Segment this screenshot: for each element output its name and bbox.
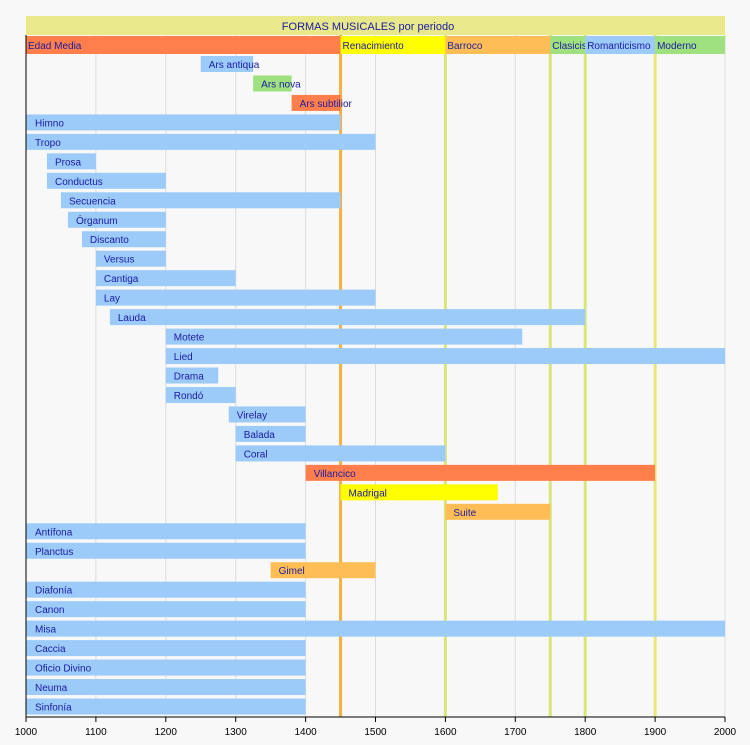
bar-2 <box>291 94 341 111</box>
bar-label: Lay <box>104 294 120 305</box>
bar-30 <box>26 640 306 657</box>
bar-label: Madrigal <box>349 488 387 499</box>
period-label: Moderno <box>657 41 697 52</box>
bar-32 <box>26 679 306 696</box>
period-label: Edad Media <box>28 41 82 52</box>
x-tick-label: 1300 <box>225 727 248 738</box>
bar-label: Discanto <box>90 235 129 246</box>
x-tick-label: 1800 <box>574 727 597 738</box>
x-tick-label: 1700 <box>504 727 527 738</box>
bar-label: Suite <box>453 508 476 519</box>
bar-23 <box>445 503 551 520</box>
bar-8 <box>67 211 166 228</box>
bar-28 <box>26 601 306 618</box>
chart-title: FORMAS MUSICALES por periodo <box>282 21 454 33</box>
bar-9 <box>81 231 166 248</box>
bar-label: Sinfonía <box>35 703 72 714</box>
bar-16 <box>165 367 219 384</box>
bar-21 <box>305 464 656 481</box>
bar-1 <box>253 75 292 92</box>
bar-label: Planctus <box>35 547 73 558</box>
bar-20 <box>235 445 446 462</box>
x-tick-label: 1600 <box>434 727 457 738</box>
period-label: Romanticismo <box>587 41 651 52</box>
bar-7 <box>60 192 341 209</box>
bar-17 <box>165 386 236 403</box>
bar-label: Villancico <box>314 469 356 480</box>
period-label: Barroco <box>447 41 482 52</box>
bar-label: Cantiga <box>104 274 139 285</box>
bar-label: Drama <box>174 372 204 383</box>
period-3 <box>550 36 586 54</box>
x-tick-label: 1900 <box>644 727 667 738</box>
bar-33 <box>26 698 306 715</box>
bar-label: Ars subtilior <box>300 99 353 110</box>
bar-label: Ars nova <box>261 79 301 90</box>
bar-18 <box>228 406 306 423</box>
bar-label: Canon <box>35 605 64 616</box>
period-4 <box>585 36 656 54</box>
period-5 <box>655 36 725 54</box>
bar-label: Virelay <box>237 410 267 421</box>
x-tick-label: 1500 <box>364 727 387 738</box>
period-1 <box>340 36 446 54</box>
bar-12 <box>95 289 376 306</box>
bar-24 <box>26 523 306 540</box>
bar-label: Prosa <box>55 157 82 168</box>
period-2 <box>445 36 551 54</box>
bar-label: Oficio Divino <box>35 664 92 675</box>
bar-label: Órganum <box>76 214 118 227</box>
x-tick-label: 1000 <box>15 727 38 738</box>
bar-label: Tropo <box>35 138 61 149</box>
bar-6 <box>46 172 166 189</box>
bar-25 <box>26 542 306 559</box>
bar-3 <box>26 114 341 131</box>
bar-4 <box>26 133 376 150</box>
period-band: Edad Media Renacimiento Barroco ClasicismoR… <box>26 36 725 54</box>
x-axis: 1000 1100 1200 1300 1400 1500 1600 1700 1800 1900… <box>15 35 737 738</box>
title-band <box>26 16 725 35</box>
bar-label: Lied <box>174 352 193 363</box>
bar-label: Secuencia <box>69 196 116 207</box>
bar-13 <box>109 309 586 326</box>
bar-label: Antífona <box>35 527 73 538</box>
bar-26 <box>270 562 376 579</box>
bar-label: Misa <box>35 625 57 636</box>
bar-label: Lauda <box>118 313 146 324</box>
period-label: Renacimiento <box>343 41 405 52</box>
bar-label: Conductus <box>55 177 103 188</box>
bar-15 <box>165 348 726 365</box>
bar-label: Ars antiqua <box>209 60 260 71</box>
bar-14 <box>165 328 523 345</box>
period-label: Clasicismo <box>552 41 601 52</box>
bar-label: Rondó <box>174 391 204 402</box>
bar-label: Neuma <box>35 683 68 694</box>
bar-label: Gimel <box>279 566 305 577</box>
x-tick-label: 1400 <box>294 727 317 738</box>
period-lines <box>339 35 657 717</box>
period-0 <box>26 36 341 54</box>
bar-31 <box>26 659 306 676</box>
x-tick-label: 1100 <box>85 727 107 738</box>
bar-label: Coral <box>244 449 268 460</box>
bar-11 <box>95 270 236 287</box>
bar-label: Caccia <box>35 644 66 655</box>
bar-10 <box>95 250 166 267</box>
bar-label: Himno <box>35 118 64 129</box>
bar-5 <box>46 153 96 170</box>
bar-label: Diafonía <box>35 586 73 597</box>
bar-27 <box>26 581 306 598</box>
bar-label: Motete <box>174 333 205 344</box>
bar-label: Versus <box>104 255 135 266</box>
bar-0 <box>200 56 254 72</box>
bar-label: Balada <box>244 430 276 441</box>
bar-19 <box>235 425 306 442</box>
x-tick-label: 2000 <box>714 727 737 738</box>
x-tick-label: 1200 <box>155 727 178 738</box>
bar-29 <box>26 620 725 637</box>
bar-22 <box>340 484 498 501</box>
